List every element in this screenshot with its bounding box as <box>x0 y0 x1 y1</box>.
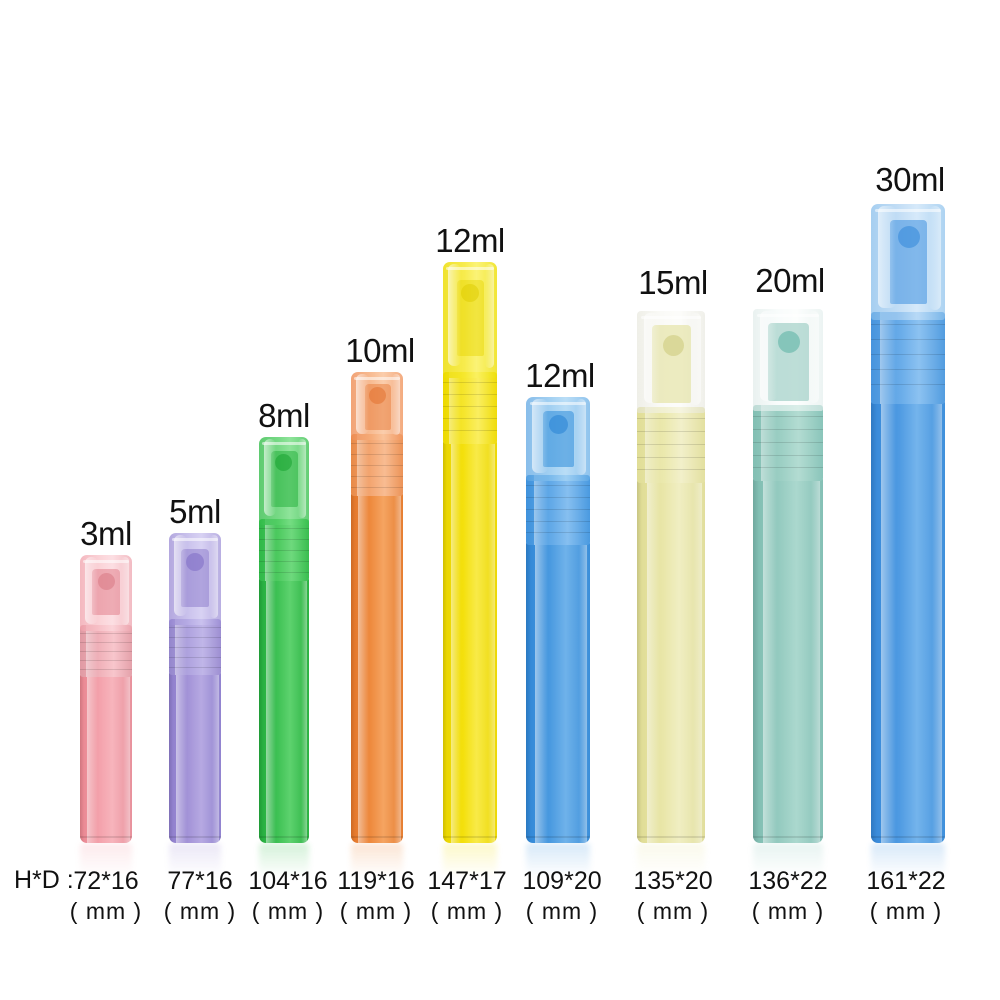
dimension-value: 147*17 <box>427 867 507 895</box>
spray-bottle-12ml-blue <box>526 397 590 843</box>
dimension-unit: ( mm ) <box>751 898 825 924</box>
dimension-value: 135*20 <box>633 867 713 895</box>
overcap <box>637 311 705 413</box>
volume-label: 12ml <box>435 222 505 259</box>
dimension-value: 104*16 <box>248 867 328 895</box>
overcap <box>259 437 309 525</box>
volume-label: 10ml <box>345 332 415 369</box>
spray-nozzle-icon <box>460 284 479 302</box>
overcap <box>871 204 945 320</box>
bottle-body <box>259 577 309 843</box>
dimension-unit: ( mm ) <box>636 898 710 924</box>
volume-label: 3ml <box>80 515 132 552</box>
pump-collar <box>169 619 221 675</box>
dimension-unit: ( mm ) <box>251 898 325 924</box>
dimension-unit: ( mm ) <box>430 898 504 924</box>
dimension-value: 109*20 <box>522 867 602 895</box>
dimension-column: 135*20 ( mm ) <box>633 866 712 926</box>
dimension-value: 77*16 <box>167 867 233 895</box>
dimension-value: 72*16 <box>73 867 139 895</box>
overcap <box>80 555 132 631</box>
pump-collar <box>753 405 823 481</box>
overcap <box>169 533 221 625</box>
overcap <box>526 397 590 481</box>
pump-collar <box>443 372 497 444</box>
spray-nozzle-icon <box>778 331 801 353</box>
bottle-body <box>637 479 705 843</box>
dimension-unit: ( mm ) <box>869 898 943 924</box>
volume-label: 30ml <box>875 161 945 198</box>
dimension-value: 136*22 <box>748 867 828 895</box>
dimension-unit: ( mm ) <box>163 898 237 924</box>
dimension-column: 147*17 ( mm ) <box>427 866 506 926</box>
bottle-body <box>526 541 590 843</box>
dimension-unit: ( mm ) <box>69 898 143 924</box>
volume-label: 8ml <box>258 397 310 434</box>
bottle-body <box>80 673 132 843</box>
pump-collar <box>80 625 132 677</box>
bottle-body <box>351 492 403 843</box>
bottle-body <box>753 477 823 843</box>
spray-nozzle-icon <box>368 387 386 404</box>
dimension-column: 109*20 ( mm ) <box>522 866 601 926</box>
pump-collar <box>259 519 309 581</box>
overcap <box>753 309 823 411</box>
dimension-unit: ( mm ) <box>339 898 413 924</box>
overcap <box>443 262 497 378</box>
dimension-prefix-label: H*D : <box>14 866 74 894</box>
spray-bottle-3ml <box>80 555 132 843</box>
spray-nozzle-icon <box>549 415 569 434</box>
spray-bottle-15ml <box>637 311 705 843</box>
pump-collar <box>637 407 705 483</box>
pump-collar <box>871 312 945 404</box>
bottle-body <box>443 440 497 843</box>
dimension-unit: ( mm ) <box>525 898 599 924</box>
volume-label: 12ml <box>525 357 595 394</box>
volume-label: 15ml <box>638 264 708 301</box>
spray-bottle-5ml <box>169 533 221 843</box>
dimension-column: 136*22 ( mm ) <box>748 866 827 926</box>
dimension-column: 119*16 ( mm ) <box>337 866 414 926</box>
spray-bottle-20ml <box>753 309 823 843</box>
dimension-column: 72*16 ( mm ) <box>70 866 142 926</box>
overcap <box>351 372 403 440</box>
spray-nozzle-icon <box>897 226 920 248</box>
spray-nozzle-icon <box>185 553 204 571</box>
dimension-column: 104*16 ( mm ) <box>248 866 327 926</box>
volume-label: 20ml <box>755 262 825 299</box>
spray-nozzle-icon <box>97 573 115 590</box>
spray-bottle-10ml <box>351 372 403 843</box>
bottle-body <box>169 671 221 843</box>
spray-bottle-8ml <box>259 437 309 843</box>
dimension-value: 119*16 <box>337 867 415 895</box>
pump-collar <box>526 475 590 545</box>
bottle-body <box>871 400 945 843</box>
spray-nozzle-icon <box>275 454 292 471</box>
dimension-column: 77*16 ( mm ) <box>164 866 236 926</box>
dimension-value: 161*22 <box>866 867 946 895</box>
dimension-column: 161*22 ( mm ) <box>866 866 945 926</box>
spray-bottle-12ml-yellow <box>443 262 497 843</box>
pump-collar <box>351 434 403 496</box>
spray-bottle-30ml <box>871 204 945 843</box>
spray-nozzle-icon <box>662 335 684 356</box>
volume-label: 5ml <box>169 493 221 530</box>
